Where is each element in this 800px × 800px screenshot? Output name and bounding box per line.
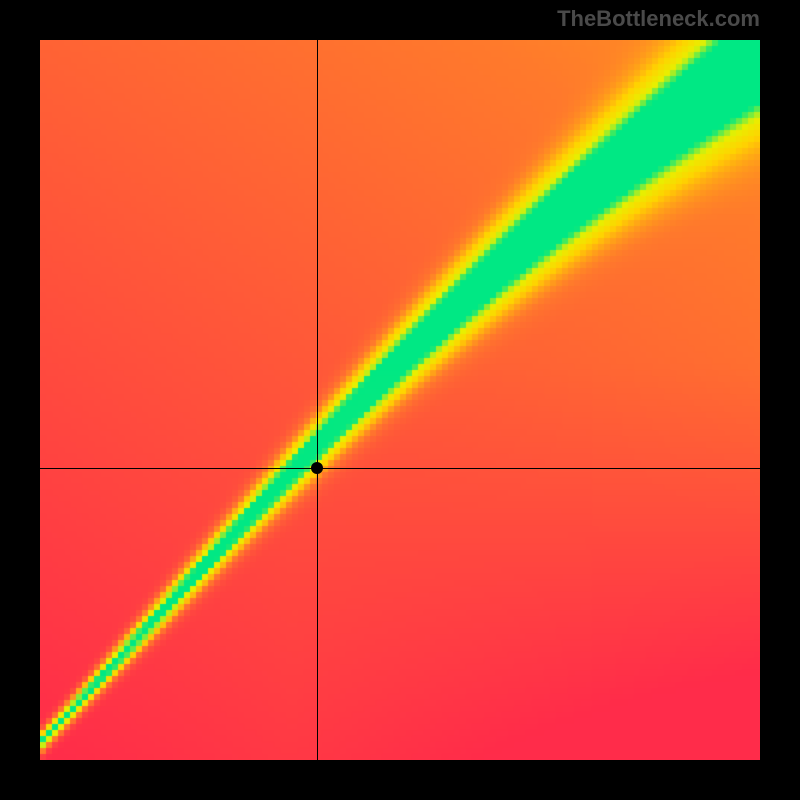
watermark-text: TheBottleneck.com: [557, 6, 760, 32]
data-point-marker: [311, 462, 323, 474]
chart-container: TheBottleneck.com: [0, 0, 800, 800]
crosshair-horizontal: [40, 468, 760, 469]
crosshair-vertical: [317, 40, 318, 760]
heatmap-canvas: [40, 40, 760, 760]
plot-area: [40, 40, 760, 760]
